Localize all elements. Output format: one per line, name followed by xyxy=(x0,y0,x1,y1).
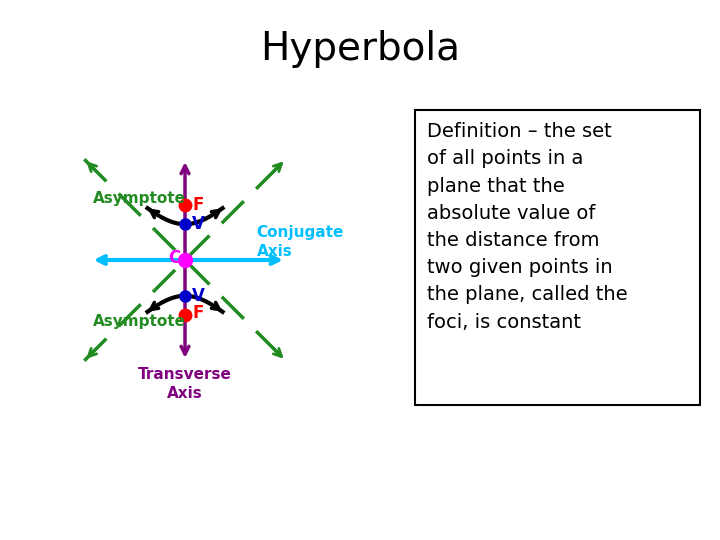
Text: Asymptote: Asymptote xyxy=(93,314,186,329)
Bar xyxy=(415,110,700,405)
Text: V: V xyxy=(192,215,205,233)
Text: V: V xyxy=(192,287,205,305)
Text: Definition – the set
of all points in a
plane that the
absolute value of
the dis: Definition – the set of all points in a … xyxy=(427,122,628,332)
Text: Hyperbola: Hyperbola xyxy=(260,30,460,68)
Text: F: F xyxy=(192,195,203,214)
Text: C: C xyxy=(168,249,180,267)
Text: F: F xyxy=(192,304,203,322)
Text: Transverse
Axis: Transverse Axis xyxy=(138,367,232,401)
Text: Asymptote: Asymptote xyxy=(93,191,186,206)
Text: Conjugate
Axis: Conjugate Axis xyxy=(256,225,344,259)
